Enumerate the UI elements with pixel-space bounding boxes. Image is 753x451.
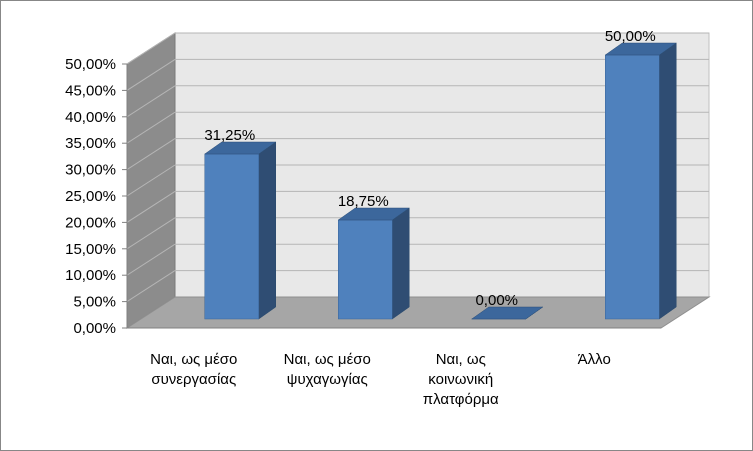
bar-top: [203, 141, 277, 155]
y-tick-label: 20,00%: [65, 214, 116, 231]
y-tick-label: 50,00%: [65, 56, 116, 73]
x-category-label: Ναι, ως μέσο συνεργασίας: [150, 351, 237, 388]
x-category-label-line: Ναι, ως: [436, 351, 486, 368]
bar-side: [392, 207, 410, 320]
y-axis: 0,00% 5,00% 10,00% 15,00% 20,00% 25,00% 30,00%…: [65, 56, 661, 337]
data-labels: 31,25% 18,75% 0,00% 50,00%: [204, 28, 655, 309]
bar: [204, 153, 259, 320]
x-category-label: Ναι, ως κοινωνική πλατφόρμα: [423, 351, 499, 408]
gridline-side: [126, 270, 176, 303]
y-tick-label: 15,00%: [65, 241, 116, 258]
gridline-side: [126, 243, 176, 276]
y-tick-label: 40,00%: [65, 109, 116, 126]
x-category-label-line: Ναι, ως μέσο: [284, 351, 371, 368]
gridline-side: [126, 32, 176, 65]
gridline-side: [126, 217, 176, 250]
y-tick-label: 5,00%: [73, 294, 116, 311]
gridline-side: [126, 85, 176, 118]
bars: [203, 42, 678, 320]
bar-side: [258, 141, 276, 320]
gridline-side: [126, 190, 176, 223]
x-category-label-line: κοινωνική: [428, 371, 493, 388]
x-category-label: Άλλο: [578, 351, 611, 368]
y-tick-label: 0,00%: [73, 320, 116, 337]
y-tick-label: 10,00%: [65, 267, 116, 284]
x-category-label-line: πλατφόρμα: [423, 391, 499, 408]
y-tick-label: 30,00%: [65, 162, 116, 179]
y-tick-label: 45,00%: [65, 82, 116, 99]
x-category-label-line: ψυχαγωγίας: [287, 371, 368, 388]
y-tick-label: 25,00%: [65, 188, 116, 205]
gridline-side: [126, 138, 176, 171]
data-label: 50,00%: [605, 28, 656, 45]
bar-top: [470, 306, 544, 320]
bar-side: [659, 42, 677, 320]
bar: [605, 54, 660, 320]
gridline-side: [126, 164, 176, 197]
data-label: 31,25%: [204, 127, 255, 144]
x-category-label-line: Ναι, ως μέσο: [150, 351, 237, 368]
x-category-label: Ναι, ως μέσο ψυχαγωγίας: [284, 351, 371, 388]
bar: [338, 219, 393, 320]
bar-top: [337, 207, 411, 221]
gridline-side: [126, 111, 176, 144]
data-label: 0,00%: [475, 292, 518, 309]
x-category-label-line: Άλλο: [578, 351, 611, 368]
gridline-side: [126, 58, 176, 91]
x-axis: Ναι, ως μέσο συνεργασίας Ναι, ως μέσο ψυχαγ…: [150, 351, 611, 408]
bar-top: [604, 42, 678, 56]
data-label: 18,75%: [338, 193, 389, 210]
x-category-label-line: συνεργασίας: [151, 371, 236, 388]
y-tick-label: 35,00%: [65, 135, 116, 152]
